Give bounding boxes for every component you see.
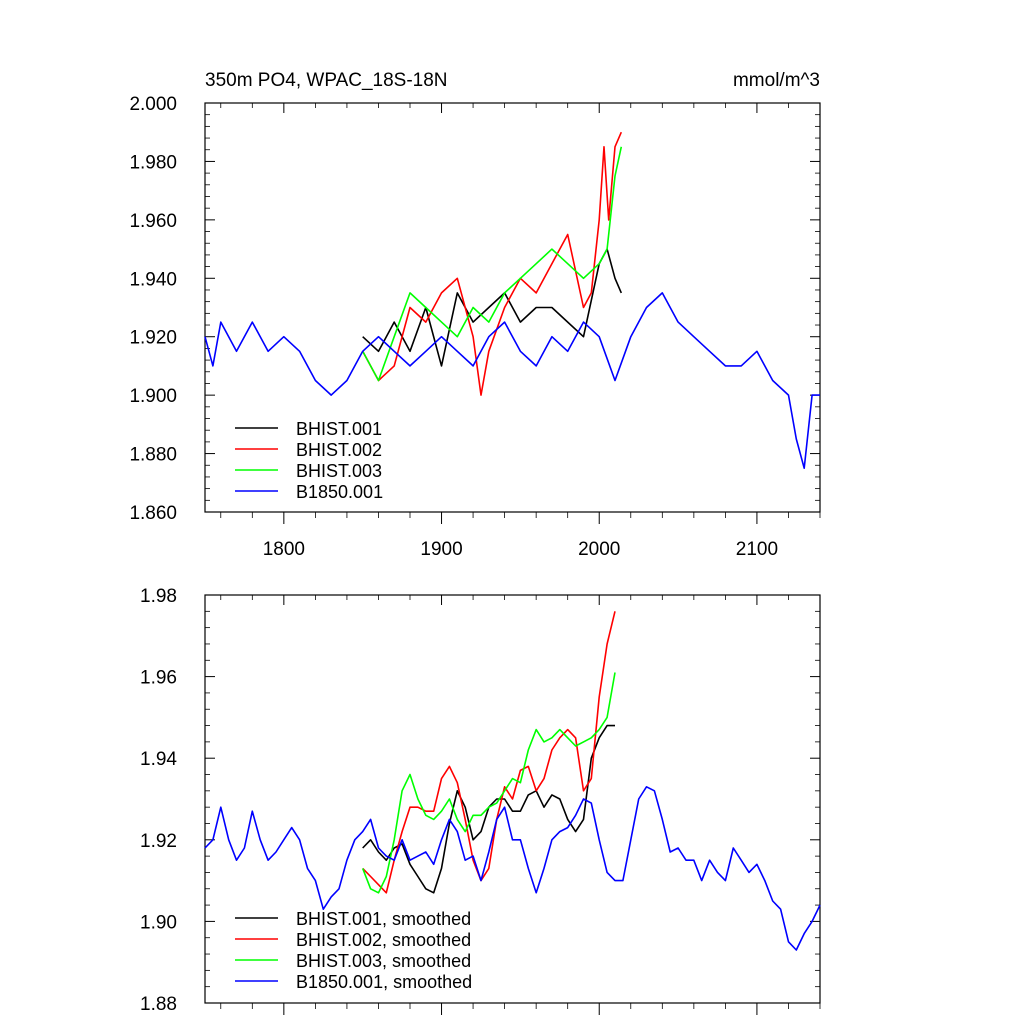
panel1-title: 350m PO4, WPAC_18S-18N xyxy=(205,70,448,91)
y-tick-label: 1.88 xyxy=(140,994,177,1015)
panel1-units: mmol/m^3 xyxy=(733,70,820,91)
series-line-bhist-003-smoothed xyxy=(361,672,616,894)
series-line-bhist-002-smoothed xyxy=(362,611,616,894)
y-tick-label: 1.860 xyxy=(129,503,177,524)
series-line-bhist-002 xyxy=(361,131,623,396)
legend-label: BHIST.003 xyxy=(296,461,382,481)
series-line-b1850-001 xyxy=(204,292,820,470)
x-tick-label: 2100 xyxy=(736,539,778,560)
legend-label: BHIST.001 xyxy=(296,419,382,439)
legend-label: BHIST.002 xyxy=(296,440,382,460)
series-line-bhist-003 xyxy=(361,146,623,382)
y-tick-label: 1.98 xyxy=(140,586,177,607)
legend-label: B1850.001 xyxy=(296,482,383,502)
x-tick-label: 2000 xyxy=(578,539,620,560)
plot-frame xyxy=(204,594,821,1004)
plot-frame xyxy=(204,102,821,513)
legend-label: BHIST.002, smoothed xyxy=(296,930,471,950)
series-line-b1850-001-smoothed xyxy=(204,785,821,951)
panel2-plot: 1.88 1.90 1.92 1.94 1.96 1.98 BHIST.001, smoot… xyxy=(140,586,821,1015)
x-tick-label: 1900 xyxy=(420,539,462,560)
y-tick-label: 1.92 xyxy=(140,831,177,852)
legend-label: B1850.001, smoothed xyxy=(296,972,472,992)
y-tick-label: 1.880 xyxy=(129,445,177,466)
y-tick-label: 1.900 xyxy=(129,386,177,407)
y-tick-label: 1.90 xyxy=(140,912,177,933)
legend-label: BHIST.001, smoothed xyxy=(296,909,471,929)
y-tick-label: 2.000 xyxy=(129,94,177,115)
legend-label: BHIST.003, smoothed xyxy=(296,951,471,971)
x-tick-label: 1800 xyxy=(263,539,305,560)
panel1-plot: 1.860 1.880 1.900 1.920 1.940 1.960 1.980 2.000… xyxy=(129,94,821,560)
y-tick-label: 1.96 xyxy=(140,668,177,689)
y-tick-label: 1.980 xyxy=(129,152,177,173)
y-tick-label: 1.920 xyxy=(129,328,177,349)
y-tick-label: 1.940 xyxy=(129,269,177,290)
y-tick-label: 1.94 xyxy=(140,749,177,770)
y-tick-label: 1.960 xyxy=(129,211,177,232)
series-line-bhist-001 xyxy=(362,248,623,367)
